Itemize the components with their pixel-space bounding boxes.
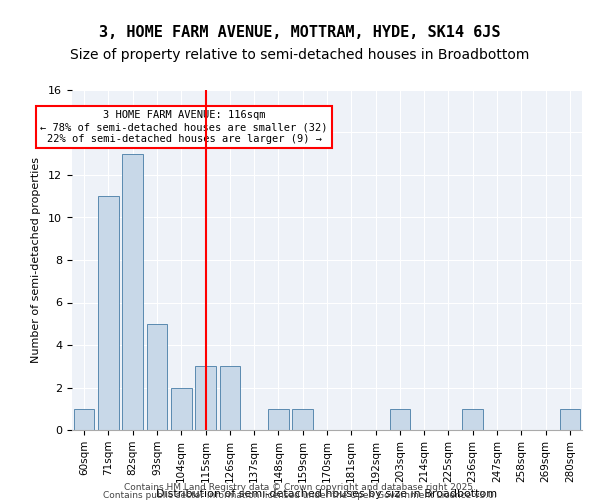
Text: Contains HM Land Registry data © Crown copyright and database right 2025.: Contains HM Land Registry data © Crown c… (124, 483, 476, 492)
Bar (98, 196, 119, 430)
Text: Contains public sector information licensed under the Open Government Licence v3: Contains public sector information licen… (103, 490, 497, 500)
Bar (463, 409, 483, 430)
Bar (268, 409, 289, 430)
Bar (171, 388, 191, 430)
Bar (389, 409, 410, 430)
Text: 3 HOME FARM AVENUE: 116sqm
← 78% of semi-detached houses are smaller (32)
22% of: 3 HOME FARM AVENUE: 116sqm ← 78% of semi… (40, 110, 328, 144)
Bar (146, 324, 167, 430)
Text: 3, HOME FARM AVENUE, MOTTRAM, HYDE, SK14 6JS: 3, HOME FARM AVENUE, MOTTRAM, HYDE, SK14… (99, 25, 501, 40)
Bar (220, 366, 240, 430)
Bar (122, 154, 143, 430)
X-axis label: Distribution of semi-detached houses by size in Broadbottom: Distribution of semi-detached houses by … (157, 489, 497, 499)
Text: Size of property relative to semi-detached houses in Broadbottom: Size of property relative to semi-detach… (70, 48, 530, 62)
Bar (195, 366, 216, 430)
Bar (560, 409, 580, 430)
Y-axis label: Number of semi-detached properties: Number of semi-detached properties (31, 157, 41, 363)
Bar (74, 409, 94, 430)
Bar (292, 409, 313, 430)
